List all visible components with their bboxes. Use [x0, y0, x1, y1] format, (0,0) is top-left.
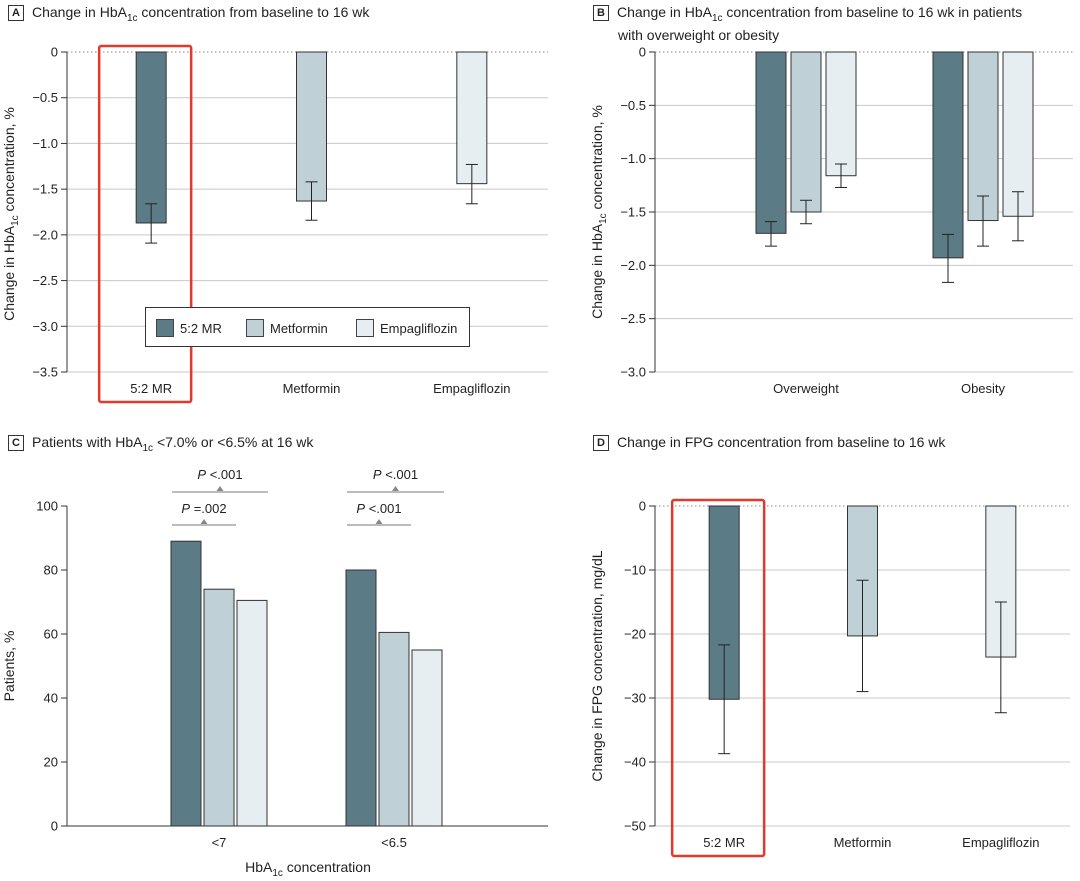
- legend-item-empagliflozin: Empagliflozin: [356, 319, 457, 337]
- panel-d-xtick-label: Empagliflozin: [962, 835, 1039, 850]
- panel-c-ytick-label: 20: [44, 755, 58, 770]
- panel-a-ytick-label: −3.0: [32, 319, 58, 334]
- panel-d-title: D Change in FPG concentration from baseli…: [593, 434, 945, 451]
- panel-c-sig-label: P <.001: [197, 467, 242, 482]
- panel-d-ylabel: Change in FPG concentration, mg/dL: [589, 550, 605, 781]
- panel-a-ytick-label: −1.5: [32, 182, 58, 197]
- panel-a-highlight-box: [97, 44, 193, 404]
- legend-swatch-mr: [156, 319, 174, 337]
- panel-c-ylabel: Patients, %: [1, 631, 17, 702]
- panel-d-ytick-label: −10: [624, 563, 646, 578]
- panel-c-sig-marker: [216, 486, 224, 491]
- panel-d-ytick-label: −20: [624, 627, 646, 642]
- panel-b-xtick-label: Overweight: [773, 381, 839, 396]
- panel-c-title: C Patients with HbA1c <7.0% or <6.5% at 1…: [8, 434, 313, 457]
- panel-a-ylabel: Change in HbA1c concentration, %: [1, 107, 21, 321]
- panel-b-ytick-label: −2.5: [620, 311, 646, 326]
- panel-c-sig-label: P <.001: [356, 501, 401, 516]
- panel-b-ytick-label: 0: [639, 45, 646, 60]
- panel-c-sig-marker: [392, 486, 399, 491]
- panel-a-bar: [456, 51, 488, 185]
- panel-b-bar: [790, 51, 822, 213]
- panel-b-letter: B: [593, 5, 609, 21]
- panel-c-xtick-label: <6.5: [381, 835, 407, 850]
- panel-c-bar: [378, 631, 410, 827]
- panel-d-ytick-label: −40: [624, 755, 646, 770]
- panel-a-xtick-label: Empagliflozin: [433, 381, 510, 396]
- panel-b-ytick-label: −2.0: [620, 258, 646, 273]
- panel-b-ytick-label: −0.5: [620, 98, 646, 113]
- panel-b-ytick-label: −1.0: [620, 151, 646, 166]
- panel-b-bar: [825, 51, 857, 177]
- panel-d-highlight-box: [670, 498, 766, 858]
- panel-d-xtick-label: 5:2 MR: [703, 835, 745, 850]
- panel-c-ytick-label: 100: [36, 499, 58, 514]
- panel-c-ytick-label: 80: [44, 563, 58, 578]
- panel-a-ytick-label: 0: [51, 45, 58, 60]
- panel-c-bar: [203, 588, 235, 827]
- panel-b-xtick-label: Obesity: [961, 381, 1006, 396]
- panel-b-title: B Change in HbA1c concentration from base…: [593, 4, 1022, 43]
- panel-d-letter: D: [593, 435, 609, 451]
- panel-a-ytick-label: −0.5: [32, 90, 58, 105]
- panel-a-bar: [135, 51, 167, 224]
- panel-a-ytick-label: −1.0: [32, 136, 58, 151]
- panel-c-ytick-label: 60: [44, 627, 58, 642]
- legend-item-mr: 5:2 MR: [156, 319, 222, 337]
- legend-swatch-metformin: [246, 319, 264, 337]
- panel-b-bar: [932, 51, 964, 259]
- panel-b-bar: [967, 51, 999, 222]
- panel-c-xtick-label: <7: [212, 835, 227, 850]
- panel-c-letter: C: [8, 435, 24, 451]
- panel-c-sig-label: P <.001: [373, 467, 418, 482]
- panel-d-ytick-label: 0: [639, 499, 646, 514]
- panel-c-xlabel: HbA1c concentration: [245, 859, 371, 879]
- panel-c-ytick-label: 40: [44, 691, 58, 706]
- panel-c-sig-marker: [375, 519, 383, 524]
- panel-b-ytick-label: −3.0: [620, 365, 646, 380]
- legend-item-metformin: Metformin: [246, 319, 328, 337]
- panel-d-ytick-label: −50: [624, 819, 646, 834]
- panel-a-ytick-label: −2.5: [32, 273, 58, 288]
- panel-c-bar: [345, 569, 377, 827]
- panel-c-ytick-label: 0: [51, 819, 58, 834]
- panel-a-legend: 5:2 MR Metformin Empagliflozin: [145, 307, 470, 347]
- legend-swatch-empagliflozin: [356, 319, 374, 337]
- panel-d-ytick-label: −30: [624, 691, 646, 706]
- panel-a-bar: [296, 51, 327, 202]
- panel-a-title: A Change in HbA1c concentration from base…: [8, 4, 369, 27]
- panel-c-bar: [411, 649, 443, 827]
- panel-b-bar: [1002, 51, 1034, 217]
- panel-c-bar: [170, 540, 202, 827]
- panel-c-bar: [236, 599, 268, 827]
- panel-b-ytick-label: −1.5: [620, 205, 646, 220]
- panel-c-sig-label: P =.002: [181, 501, 226, 516]
- panel-b-bar: [755, 51, 787, 234]
- panel-b-ylabel: Change in HbA1c concentration, %: [589, 105, 609, 319]
- panel-a-ytick-label: −2.0: [32, 227, 58, 242]
- panel-c-sig-marker: [200, 519, 208, 524]
- panel-a-ytick-label: −3.5: [32, 365, 58, 380]
- panel-a-xtick-label: 5:2 MR: [130, 381, 172, 396]
- panel-a-xtick-label: Metformin: [283, 381, 341, 396]
- panel-d-xtick-label: Metformin: [834, 835, 892, 850]
- panel-a-letter: A: [8, 5, 24, 21]
